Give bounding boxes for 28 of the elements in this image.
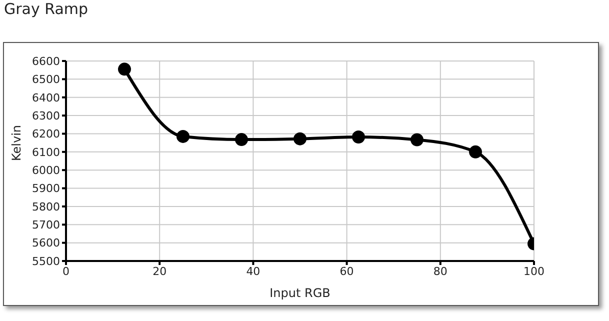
y-tick-label: 6500 <box>32 73 60 86</box>
y-tick-label: 5800 <box>32 200 60 214</box>
point <box>235 133 248 146</box>
x-tick-label: 100 <box>524 264 544 278</box>
y-tick-label: 6300 <box>32 109 60 122</box>
x-tick-label: 0 <box>62 264 70 278</box>
point <box>352 130 365 144</box>
point <box>118 62 131 76</box>
x-axis-title: Input RGB <box>270 286 330 300</box>
x-tick-label: 60 <box>340 264 354 278</box>
y-tick-label: 6000 <box>32 164 60 177</box>
y-tick-label: 6600 <box>32 54 60 68</box>
point <box>176 130 190 143</box>
y-tick-label: 6200 <box>32 128 60 141</box>
x-tick-label: 40 <box>246 264 260 278</box>
chart-title: Gray Ramp <box>4 0 88 18</box>
point <box>469 145 482 158</box>
x-tick-label: 20 <box>152 264 167 278</box>
x-tick-label: 80 <box>433 264 448 278</box>
y-tick-label: 5600 <box>32 236 60 250</box>
y-tick-label: 6400 <box>32 91 60 104</box>
y-tick-label: 5900 <box>32 182 60 196</box>
y-tick-label: 5700 <box>32 218 60 232</box>
point <box>294 132 306 146</box>
y-tick-label: 6100 <box>32 146 60 159</box>
y-tick-label: 5500 <box>32 254 60 268</box>
y-axis-title: Kelvin <box>9 124 24 161</box>
point <box>410 133 424 146</box>
